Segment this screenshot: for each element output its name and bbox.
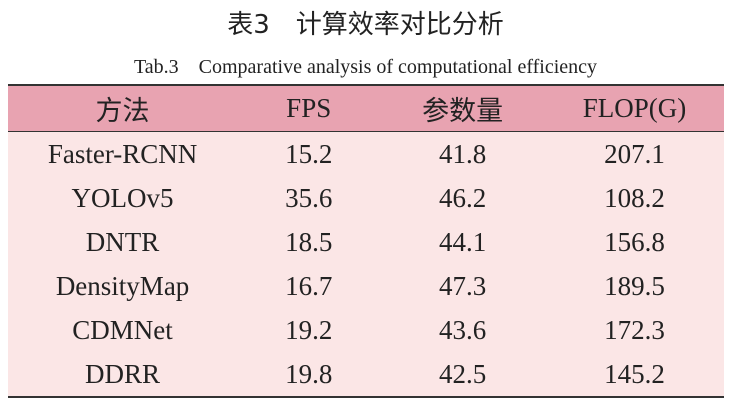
table-head: 方法 FPS 参数量 FLOP(G)	[8, 85, 724, 132]
row: YOLOv5 35.6 46.2 108.2	[8, 176, 724, 220]
cell: 108.2	[604, 182, 665, 213]
cell: 19.8	[285, 358, 333, 389]
cell: Faster-RCNN	[47, 138, 198, 169]
table-subtitle: Tab.3 Comparative analysis of computatio…	[133, 56, 598, 78]
cell: DensityMap	[55, 270, 190, 301]
header-cell: 参数量	[380, 85, 545, 132]
row: DensityMap 16.7 47.3 189.5	[8, 264, 724, 308]
header-cell: FPS	[237, 85, 381, 132]
cell: 44.1	[439, 226, 487, 257]
header-cell: FLOP(G)	[544, 85, 724, 132]
cell: YOLOv5	[71, 182, 174, 213]
cell: 156.8	[604, 226, 665, 257]
cell: 41.8	[439, 138, 487, 169]
cell: 189.5	[604, 270, 665, 301]
cell: 16.7	[285, 270, 333, 301]
cell: DNTR	[85, 226, 160, 257]
cell: 47.3	[439, 270, 487, 301]
cell: 207.1	[604, 138, 665, 169]
cell: 35.6	[285, 182, 333, 213]
cell: 145.2	[604, 358, 665, 389]
header-cell: 方法	[8, 85, 238, 132]
table-title: 表3 计算效率对比分析	[227, 10, 504, 40]
cell: 46.2	[439, 182, 487, 213]
cell: 42.5	[439, 358, 487, 389]
cell: DDRR	[85, 358, 161, 389]
row: DDRR 19.8 42.5 145.2	[8, 352, 724, 397]
cell: 172.3	[604, 314, 665, 345]
cell: 15.2	[285, 138, 333, 169]
cell: 18.5	[285, 226, 333, 257]
cell: 19.2	[285, 314, 333, 345]
row: DNTR 18.5 44.1 156.8	[8, 220, 724, 264]
header-row: 方法 FPS 参数量 FLOP(G)	[8, 85, 724, 132]
cell: CDMNet	[72, 314, 173, 345]
table: 方法 FPS 参数量 FLOP(G) Faster-RCNN 15.2 41.8 207.1 Y…	[8, 84, 724, 398]
row: CDMNet 19.2 43.6 172.3	[8, 308, 724, 352]
row: Faster-RCNN 15.2 41.8 207.1	[8, 131, 724, 176]
table-body: Faster-RCNN 15.2 41.8 207.1 YOLOv5 35.6 46.2 10…	[8, 131, 724, 397]
cell: 43.6	[439, 314, 487, 345]
